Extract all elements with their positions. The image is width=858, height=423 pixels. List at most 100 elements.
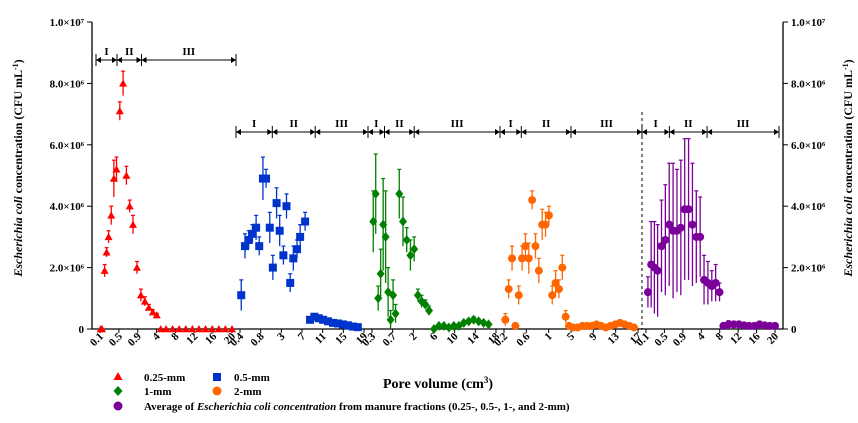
phase-arrowhead-right [267, 129, 273, 135]
data-point [410, 244, 419, 255]
x-axis-label: Pore volume (cm3) [383, 375, 493, 392]
data-point [376, 268, 385, 279]
y-tick-label-left: 4.0×10⁶ [50, 201, 85, 213]
data-point [208, 325, 217, 333]
data-point [676, 223, 685, 232]
data-point [389, 290, 398, 301]
data-point [195, 325, 203, 333]
data-point [129, 220, 137, 228]
phase-label: II [684, 118, 693, 130]
data-point [301, 217, 310, 226]
phase-arrowhead-right [379, 129, 385, 135]
phase-arrowhead-right [516, 129, 522, 135]
data-point [402, 234, 411, 245]
phase-label: I [654, 118, 658, 130]
phase-arrowhead-left [521, 129, 527, 135]
data-point [528, 196, 537, 205]
data-point [252, 223, 261, 232]
data-point [551, 278, 560, 287]
data-point [214, 325, 223, 333]
data-point [657, 242, 666, 251]
phase-arrowhead-right [495, 129, 500, 135]
x-tick-label: 12 [184, 330, 201, 347]
x-tick-label: 0.8 [249, 330, 268, 349]
legend-marker-1mm [113, 386, 123, 396]
data-point [348, 322, 357, 331]
data-point [531, 242, 540, 251]
data-point [653, 266, 662, 275]
y-axis-label-right: Escherichia coli concentration (CFU mL-1… [841, 59, 856, 277]
x-tick-label: 0.5 [652, 330, 671, 349]
phase-label: III [737, 118, 750, 130]
phase-label: I [252, 118, 256, 130]
data-point [434, 320, 443, 331]
data-point [696, 232, 705, 241]
data-point [629, 323, 638, 332]
data-point [534, 266, 543, 275]
phase-label: III [335, 118, 348, 130]
x-tick-label: 11 [313, 331, 329, 347]
data-point [119, 79, 128, 87]
phase-arrowhead-left [642, 129, 647, 135]
phase-arrowhead-right [566, 129, 571, 135]
legend-marker-0.25mm [113, 372, 123, 380]
data-point [112, 165, 121, 173]
x-tick-label: 14 [465, 330, 482, 347]
data-point [544, 211, 553, 220]
data-point [554, 285, 563, 294]
data-point [324, 317, 333, 326]
phase-arrowhead-left [384, 129, 390, 135]
phase-arrowhead-left [236, 129, 241, 135]
phase-label: II [395, 118, 404, 130]
data-point [228, 325, 236, 333]
y-tick-label-right: 0 [791, 324, 797, 336]
phase-arrowhead-left [500, 129, 505, 135]
data-point [688, 220, 697, 229]
series-0-5-mm [237, 156, 362, 332]
data-point [140, 297, 149, 305]
data-point [122, 171, 131, 179]
phase-label: I [509, 118, 513, 130]
series-1-mm [369, 153, 493, 334]
data-point [248, 229, 257, 238]
data-point [391, 308, 400, 319]
legend-marker-0.5mm [213, 373, 221, 381]
data-point [175, 325, 184, 333]
data-point [665, 220, 674, 229]
data-point [381, 231, 390, 242]
y-tick-label-right: 1.0×10⁷ [791, 17, 826, 29]
data-point [181, 325, 190, 333]
data-point [100, 266, 109, 274]
data-marks [96, 70, 779, 334]
data-point [558, 263, 567, 272]
data-point [511, 321, 520, 330]
data-point [449, 320, 458, 331]
data-point [201, 325, 210, 333]
x-tick-label: 0.6 [514, 330, 533, 349]
data-point [152, 311, 161, 319]
data-point [132, 263, 141, 271]
data-point [684, 205, 693, 214]
data-point [255, 242, 264, 251]
data-point [289, 254, 298, 263]
phase-arrowhead-left [96, 57, 101, 63]
phase-arrowhead-right [112, 57, 117, 63]
data-point [353, 323, 362, 332]
data-point [107, 211, 116, 219]
phase-label: III [600, 118, 613, 130]
series-2-mm [501, 190, 638, 332]
legend-label-average: Average of Escherichia coli concentratio… [144, 401, 570, 413]
phase-arrowhead-right [136, 57, 142, 63]
phase-arrowhead-right [231, 57, 236, 63]
phase-arrowhead-left [117, 57, 122, 63]
phase-arrowhead-right [664, 129, 670, 135]
phase-arrowhead-left [669, 129, 675, 135]
data-point [508, 254, 517, 263]
data-point [102, 248, 111, 256]
data-point [343, 321, 352, 330]
x-tick-label: 0.7 [381, 330, 400, 349]
phase-label: I [374, 118, 378, 130]
data-point [272, 199, 281, 208]
